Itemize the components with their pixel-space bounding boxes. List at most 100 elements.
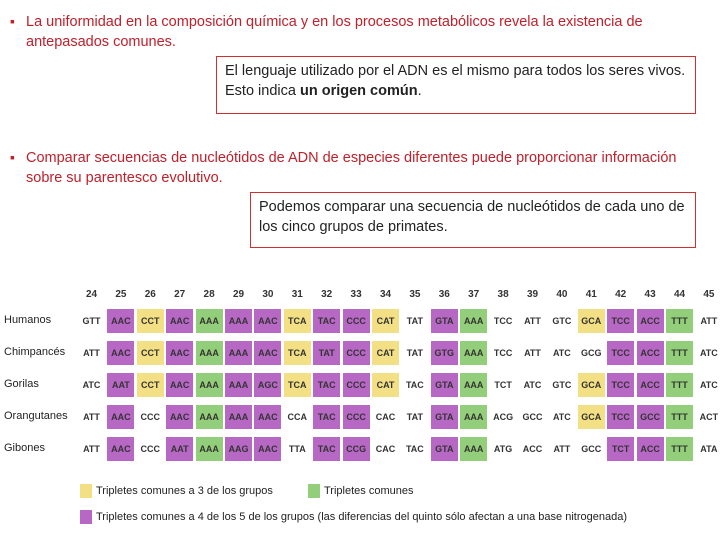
triplet-cell: CAC: [375, 412, 396, 422]
column-header: 37: [468, 289, 480, 300]
triplet-cell: TCC: [493, 348, 513, 358]
triplet-cell: CCC: [342, 309, 370, 333]
triplet-cell: ACC: [636, 373, 664, 397]
triplet-cell: AAG: [225, 437, 252, 461]
legend-swatch: [80, 484, 92, 498]
bullet-text: La uniformidad en la composición química…: [26, 14, 643, 50]
triplet-cell: GCC: [581, 444, 602, 454]
bullet-dot: ▪: [10, 149, 15, 165]
row-label: Gibones: [4, 442, 45, 454]
triplet-cell: AAC: [254, 341, 282, 365]
triplet-cell: GCC: [636, 405, 664, 429]
row-label: Orangutanes: [4, 410, 68, 422]
triplet-cell: ATC: [552, 412, 571, 422]
text: .: [417, 83, 422, 99]
triplet-cell: ATG: [493, 444, 513, 454]
triplet-cell: GCA: [577, 309, 605, 333]
text: Esto indica: [225, 83, 300, 99]
triplet-cell: TAT: [406, 348, 423, 358]
triplet-cell: ATT: [83, 444, 100, 454]
column-header: 41: [585, 289, 597, 300]
triplet-cell: ACC: [636, 341, 664, 365]
triplet-cell: AAA: [195, 341, 223, 365]
triplet-cell: TTA: [288, 444, 306, 454]
triplet-cell: GCG: [581, 348, 602, 358]
triplet-cell: TAC: [313, 437, 341, 461]
triplet-cell: TTT: [666, 405, 693, 429]
triplet-cell: AAA: [460, 437, 488, 461]
triplet-cell: TCC: [493, 316, 513, 326]
triplet-cell: AAC: [107, 405, 135, 429]
triplet-cell: ACC: [636, 309, 664, 333]
triplet-cell: TCT: [607, 437, 635, 461]
column-header: 26: [144, 289, 156, 300]
triplet-cell: ATT: [83, 348, 100, 358]
triplet-cell: TTT: [666, 437, 693, 461]
triplet-cell: ATC: [82, 380, 101, 390]
triplet-cell: AAA: [195, 405, 223, 429]
triplet-cell: AAT: [107, 373, 135, 397]
column-header: 39: [526, 289, 539, 300]
triplet-cell: CAT: [372, 373, 399, 397]
legend-swatch: [308, 484, 320, 498]
text-box: El lenguaje utilizado por el ADN es el m…: [216, 56, 696, 114]
legend-text: Tripletes comunes: [324, 485, 414, 497]
triplet-cell: AAA: [460, 309, 488, 333]
legend-swatch: [80, 510, 92, 524]
column-header: 36: [438, 289, 450, 300]
triplet-cell: AAC: [166, 341, 194, 365]
triplet-cell: AAA: [195, 309, 223, 333]
triplet-cell: AAC: [107, 341, 135, 365]
triplet-cell: GCA: [577, 373, 605, 397]
column-header: 31: [291, 289, 303, 300]
legend-text: Tripletes comunes a 3 de los grupos: [96, 485, 273, 497]
triplet-cell: ATC: [699, 348, 718, 358]
bold-text: un origen común: [299, 83, 418, 99]
triplet-cell: CCT: [136, 309, 164, 333]
triplet-cell: ACT: [699, 412, 719, 422]
triplet-cell: TCC: [607, 341, 635, 365]
triplet-cell: GTA: [430, 373, 458, 397]
triplet-cell: GTG: [430, 341, 458, 365]
triplet-cell: GTA: [430, 405, 458, 429]
triplet-cell: TAT: [313, 341, 341, 365]
column-header: 40: [556, 289, 568, 300]
triplet-cell: TAC: [313, 373, 341, 397]
triplet-cell: ATT: [524, 348, 541, 358]
triplet-cell: TAC: [405, 444, 424, 454]
triplet-cell: AAC: [107, 309, 135, 333]
triplet-cell: AAA: [195, 437, 223, 461]
triplet-cell: CAC: [375, 444, 396, 454]
column-header: 34: [379, 289, 392, 300]
triplet-cell: CCC: [140, 412, 161, 422]
triplet-cell: CAT: [372, 341, 399, 365]
triplet-cell: AAA: [225, 405, 252, 429]
triplet-cell: GTA: [430, 309, 458, 333]
triplet-cell: ATA: [700, 444, 718, 454]
column-header: 42: [615, 289, 627, 300]
triplet-cell: ATT: [83, 412, 100, 422]
triplet-cell: TAT: [406, 412, 423, 422]
triplet-cell: TCA: [283, 373, 311, 397]
triplet-cell: ATC: [552, 348, 571, 358]
triplet-cell: AAC: [254, 437, 282, 461]
triplet-cell: AAC: [254, 405, 282, 429]
triplet-cell: AAC: [166, 405, 194, 429]
column-header: 44: [673, 289, 686, 300]
triplet-cell: AAC: [166, 373, 194, 397]
triplet-cell: TTT: [666, 341, 693, 365]
triplet-cell: GTA: [430, 437, 458, 461]
box-line: El lenguaje utilizado por el ADN es el m…: [225, 63, 686, 79]
triplet-cell: AAA: [460, 405, 488, 429]
row-label: Gorilas: [4, 378, 39, 390]
triplet-cell: TCC: [607, 309, 635, 333]
column-header: 43: [644, 289, 656, 300]
triplet-cell: AAT: [166, 437, 194, 461]
triplet-cell: CAT: [372, 309, 399, 333]
triplet-cell: TAT: [406, 316, 423, 326]
triplet-cell: CCT: [136, 341, 164, 365]
triplet-cell: GTC: [552, 316, 572, 326]
box-line: Esto indica un origen común.: [225, 81, 687, 101]
column-header: 27: [174, 289, 186, 300]
